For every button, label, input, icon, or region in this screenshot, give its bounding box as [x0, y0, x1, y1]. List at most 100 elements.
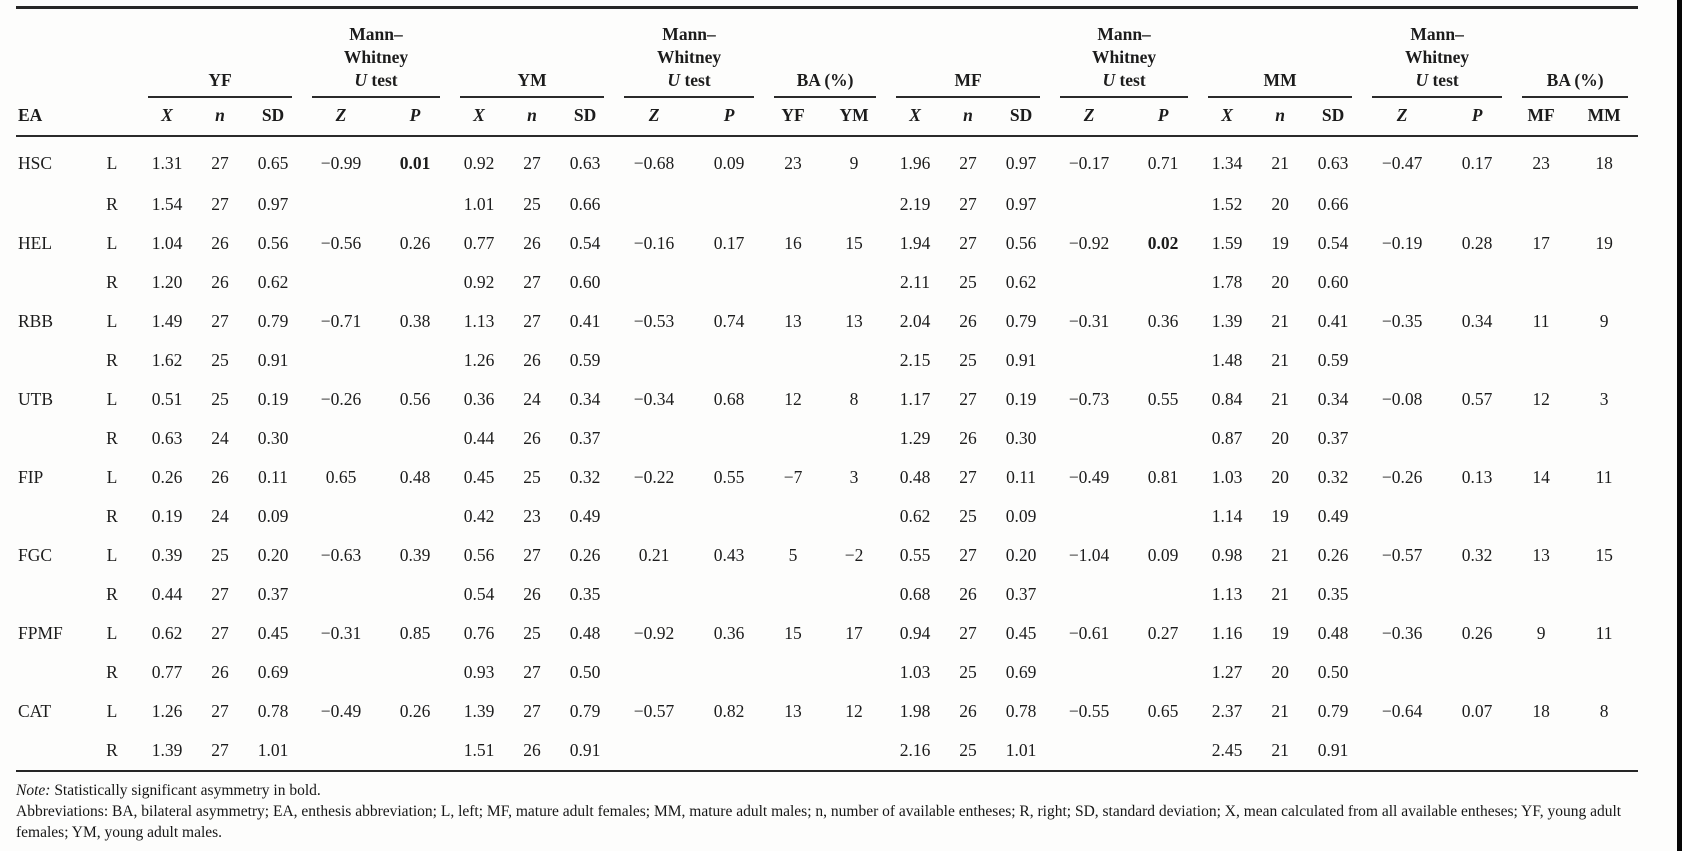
column-header-ym-13: YM: [822, 98, 887, 138]
side-label: L: [106, 545, 118, 566]
value-cell: 2.19: [899, 194, 931, 215]
value-cell: [1362, 731, 1442, 771]
value-cell: 19: [1271, 233, 1289, 254]
value-cell: [1512, 731, 1570, 771]
value-cell: 26: [211, 467, 229, 488]
value-cell: 0.77: [463, 233, 495, 254]
side-label: L: [106, 467, 118, 488]
value-cell: 0.34: [569, 389, 601, 410]
value-cell: [1512, 419, 1570, 458]
value-cell: [302, 419, 380, 458]
value-cell: 0.55: [713, 467, 745, 488]
side-label: R: [106, 194, 118, 215]
value-cell: 25: [959, 506, 977, 527]
enthesis-label: [16, 341, 86, 380]
value-cell: 0.09: [257, 506, 289, 527]
table-row-2: HEL L 1.04 26 0.56 −0.56 0.26 0.77 26 0.54 −0.16 0.…: [16, 224, 1638, 263]
value-cell: [614, 497, 694, 536]
value-cell: [302, 341, 380, 380]
value-cell: −0.35: [1381, 311, 1423, 332]
mw-test: test: [1115, 70, 1146, 91]
value-cell: 3: [1599, 389, 1609, 410]
value-cell: 0.57: [1461, 389, 1493, 410]
value-cell: [1442, 653, 1512, 692]
value-cell: −0.68: [633, 153, 675, 174]
value-cell: 12: [784, 389, 802, 410]
column-header-x-19: X: [1198, 98, 1257, 138]
value-cell: [1570, 341, 1638, 380]
value-cell: [694, 497, 764, 536]
table-row-8: FIP L 0.26 26 0.11 0.65 0.48 0.45 25 0.32 −0.22 0.5…: [16, 458, 1638, 497]
value-cell: 26: [959, 311, 977, 332]
value-cell: 0.63: [569, 153, 601, 174]
value-cell: 0.94: [899, 623, 931, 644]
value-cell: [380, 185, 450, 224]
value-cell: −0.34: [633, 389, 675, 410]
value-cell: 0.30: [257, 428, 289, 449]
value-cell: −0.36: [1381, 623, 1423, 644]
value-cell: [822, 653, 886, 692]
value-cell: 0.26: [1317, 545, 1349, 566]
value-cell: 0.20: [257, 545, 289, 566]
value-cell: 25: [959, 350, 977, 371]
side-label: L: [106, 701, 118, 722]
value-cell: 1.03: [899, 662, 931, 683]
value-cell: 0.32: [1461, 545, 1493, 566]
value-cell: 0.68: [713, 389, 745, 410]
value-cell: 0.69: [257, 662, 289, 683]
column-header-ea-0: EA: [16, 98, 86, 138]
bilateral-asymmetry-table: YF Mann– Whitney U test YM Mann– Whitney U t…: [16, 6, 1639, 773]
value-cell: 0.44: [463, 428, 495, 449]
value-cell: [822, 263, 886, 302]
table-row-6: UTB L 0.51 25 0.19 −0.26 0.56 0.36 24 0.34 −0.34 0.…: [16, 380, 1638, 419]
value-cell: 0.55: [899, 545, 931, 566]
value-cell: 0.02: [1147, 233, 1179, 254]
value-cell: [1128, 419, 1198, 458]
value-cell: −0.17: [1068, 153, 1110, 174]
value-cell: [1050, 653, 1128, 692]
value-cell: 0.28: [1461, 233, 1493, 254]
value-cell: 0.63: [1317, 153, 1349, 174]
value-cell: [1128, 185, 1198, 224]
value-cell: [1362, 419, 1442, 458]
value-cell: 26: [211, 233, 229, 254]
table-row-13: R 0.77 26 0.69 0.93 27 0.50 1.03 25 0.69 1.27 20 0.5…: [16, 653, 1638, 692]
value-cell: 0.49: [1317, 506, 1349, 527]
value-cell: 0.48: [569, 623, 601, 644]
value-cell: 27: [523, 545, 541, 566]
value-cell: 0.09: [713, 153, 745, 174]
value-cell: −0.63: [320, 545, 362, 566]
value-cell: [614, 575, 694, 614]
table-row-11: R 0.44 27 0.37 0.54 26 0.35 0.68 26 0.37 1.13 21 0.3…: [16, 575, 1638, 614]
value-cell: [764, 185, 822, 224]
value-cell: 1.27: [1211, 662, 1243, 683]
value-cell: 0.37: [1005, 584, 1037, 605]
value-cell: 0.91: [569, 740, 601, 761]
column-header-mf-24: MF: [1512, 98, 1571, 138]
value-cell: 1.48: [1211, 350, 1243, 371]
note-text: Statistically significant asymmetry in b…: [54, 782, 321, 800]
value-cell: 13: [784, 311, 802, 332]
value-cell: [764, 731, 822, 771]
value-cell: 1.16: [1211, 623, 1243, 644]
value-cell: [1128, 341, 1198, 380]
value-cell: −0.61: [1068, 623, 1110, 644]
mw-line1: Mann–: [1410, 24, 1464, 44]
value-cell: [614, 731, 694, 771]
value-cell: 27: [211, 194, 229, 215]
value-cell: 13: [845, 311, 863, 332]
mw-u: U: [354, 70, 368, 91]
value-cell: 21: [1271, 701, 1289, 722]
value-cell: 0.92: [463, 272, 495, 293]
value-cell: 0.93: [463, 662, 495, 683]
value-cell: [822, 419, 886, 458]
column-header-x-2: X: [138, 98, 196, 138]
value-cell: −0.49: [320, 701, 362, 722]
value-cell: 8: [1599, 701, 1609, 722]
column-header-yf-12: YF: [764, 98, 823, 138]
value-cell: [302, 185, 380, 224]
value-cell: [764, 653, 822, 692]
value-cell: 0.65: [1147, 701, 1179, 722]
value-cell: 0.45: [257, 623, 289, 644]
